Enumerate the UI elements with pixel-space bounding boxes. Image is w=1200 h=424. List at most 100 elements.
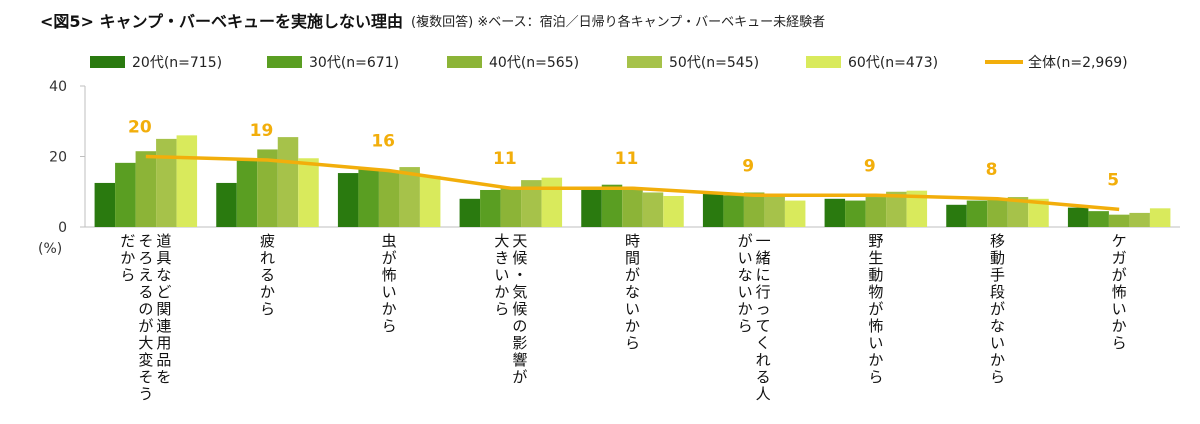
bar	[966, 200, 988, 227]
data-label: 20	[128, 118, 152, 138]
bar	[1007, 197, 1029, 227]
bar	[987, 199, 1008, 227]
bar	[845, 200, 866, 227]
bar	[500, 188, 522, 227]
category-label: 移動手段がないから	[990, 232, 1005, 386]
data-label: 9	[864, 156, 876, 176]
data-label: 19	[250, 121, 274, 141]
bar	[115, 162, 136, 227]
category-label-column: そろえるのが大変そう	[138, 232, 153, 403]
bar	[298, 158, 319, 227]
total-line-path	[145, 154, 1120, 212]
bar	[216, 182, 237, 227]
bar	[824, 198, 846, 227]
legend-swatch	[90, 56, 125, 68]
bar	[581, 189, 602, 227]
bar	[1088, 211, 1109, 227]
bar	[521, 180, 542, 227]
bar	[946, 204, 967, 227]
bar	[459, 198, 481, 227]
legend-label: 全体(n=2,969)	[1028, 54, 1128, 71]
category-label: 虫が怖いから	[382, 232, 397, 335]
bar	[257, 149, 278, 227]
bar	[886, 191, 907, 227]
category-label-column: 一緒に行ってくれる人	[756, 232, 771, 403]
data-label: 16	[371, 132, 395, 152]
y-tick-label: 20	[49, 150, 67, 166]
bar	[764, 193, 785, 227]
bar	[622, 189, 643, 227]
bar	[1149, 208, 1171, 227]
legend-swatch	[627, 56, 662, 68]
legend-label: 40代(n=565)	[489, 55, 579, 71]
chart-subtitle: (複数回答) ※ベース：宿泊／日帰り各キャンプ・バーベキュー未経験者	[411, 14, 825, 30]
bar	[1067, 207, 1089, 227]
category-label-column: 虫が怖いから	[382, 232, 397, 335]
bar	[865, 197, 887, 227]
legend-swatch	[267, 56, 302, 68]
bar	[702, 193, 724, 227]
bar	[378, 170, 400, 227]
data-label: 5	[1107, 170, 1119, 190]
data-label: 11	[615, 149, 639, 169]
data-label: 11	[493, 149, 517, 169]
data-label: 8	[986, 160, 998, 180]
bar	[236, 160, 258, 227]
y-tick-label: 0	[58, 220, 67, 236]
bar	[743, 192, 765, 227]
bar	[601, 184, 623, 227]
legend-label: 30代(n=671)	[309, 55, 399, 71]
legend-label: 20代(n=715)	[132, 55, 222, 71]
category-label-column: 時間がないから	[625, 232, 640, 352]
category-label: ケガが怖いから	[1112, 232, 1127, 352]
category-label-column: がいないから	[738, 232, 753, 335]
category-label-column: 道具など関連用品を	[156, 232, 171, 386]
bar	[156, 138, 177, 227]
category-label: 野生動物が怖いから	[868, 232, 883, 386]
category-label: 時間がないから	[625, 232, 640, 352]
category-label-column: だから	[120, 232, 135, 284]
bar	[337, 173, 359, 227]
bar	[358, 169, 379, 227]
y-tick-label: 40	[49, 79, 67, 95]
legend-swatch	[447, 56, 482, 68]
bar	[135, 151, 157, 227]
category-label-column: 天候・気候の影響が	[512, 232, 527, 386]
legend-swatch	[806, 56, 841, 68]
legend-label: 60代(n=473)	[848, 55, 938, 71]
bar	[1129, 212, 1150, 227]
data-labels: 20 19 16 11 11 9 9 8 5	[128, 118, 1119, 191]
bar	[541, 177, 563, 227]
bar	[723, 195, 744, 227]
axes: 0 20 40 (%)	[38, 79, 1180, 257]
chart-title: <図5> キャンプ・バーベキューを実施しない理由	[40, 12, 403, 31]
bar	[1108, 214, 1130, 227]
bar	[94, 182, 116, 227]
legend-label: 50代(n=545)	[669, 55, 759, 71]
data-label: 9	[742, 156, 754, 176]
category-label-column: 野生動物が怖いから	[868, 232, 883, 386]
category-label-column: ケガが怖いから	[1112, 232, 1127, 352]
bar	[419, 175, 441, 227]
bar	[480, 189, 501, 227]
category-label-column: 疲れるから	[260, 232, 275, 318]
bar	[906, 190, 928, 227]
bar	[277, 137, 299, 227]
category-label-column: 大きいから	[494, 232, 509, 318]
bar	[176, 135, 198, 227]
total-line	[145, 154, 1120, 212]
category-label-column: 移動手段がないから	[990, 232, 1005, 386]
bar	[663, 195, 684, 227]
category-label: 疲れるから	[260, 232, 275, 318]
bar	[399, 167, 420, 227]
y-axis-unit-label: (%)	[38, 241, 62, 257]
bar	[1028, 198, 1049, 227]
bar	[784, 200, 806, 227]
bar	[642, 192, 664, 227]
legend: 20代(n=715) 30代(n=671) 40代(n=565) 50代(n=545)…	[90, 54, 1128, 71]
